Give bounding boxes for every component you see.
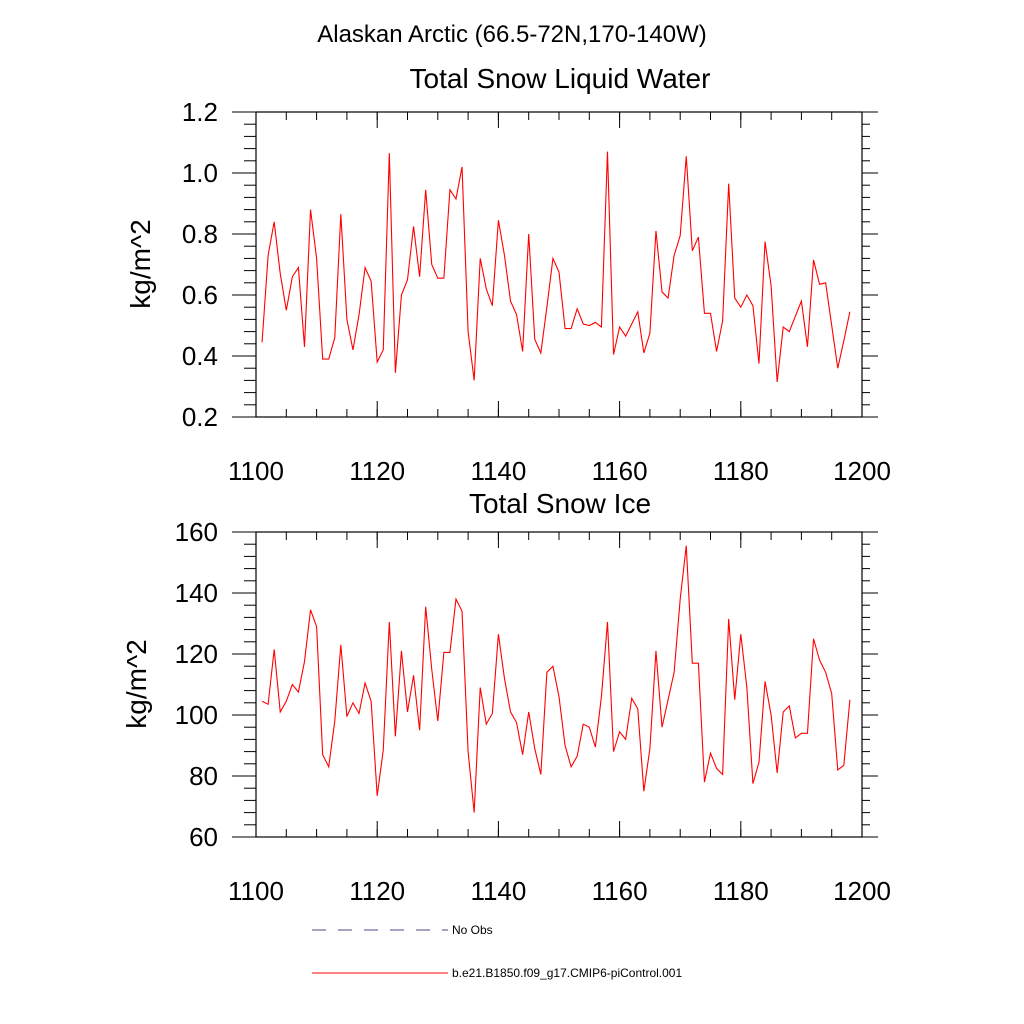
y-tick-label: 160 [175,517,218,547]
tick-marks [232,531,878,838]
y-tick-label: 0.4 [182,341,218,371]
y-axis-label: kg/m^2 [121,639,152,728]
plot-frame [255,531,863,838]
x-tick-label: 1180 [713,456,769,486]
panel-title: Total Snow Liquid Water [410,63,711,94]
y-tick-label: 0.8 [182,219,218,249]
y-tick-label: 60 [189,822,218,852]
x-tick-label: 1140 [470,456,526,486]
y-tick-label: 120 [175,639,218,669]
legend: No Obs b.e21.B1850.f09_g17.CMIP6-piContr… [312,923,682,980]
plot-frame [255,111,863,418]
tick-labels: 1100 1120 1140 1160 1180 1200 0.2 0.4 0.6 0.8 1.0 1… [182,97,891,486]
panel-snow-ice: Total Snow Ice 1100 1120 1140 1160 1180 1200 6… [121,488,891,906]
x-tick-label: 1200 [833,456,891,486]
x-tick-label: 1160 [592,456,648,486]
x-tick-label: 1120 [349,456,405,486]
x-tick-label: 1140 [470,876,526,906]
y-tick-label: 1.0 [182,158,218,188]
y-tick-label: 0.6 [182,280,218,310]
series-group [261,545,851,813]
y-tick-label: 80 [189,761,218,791]
panel-snow-liquid-water: Total Snow Liquid Water 1100 1120 1140 1160… [125,63,891,486]
x-tick-label: 1160 [592,876,648,906]
tick-labels: 1100 1120 1140 1160 1180 1200 60 80 100 120 140 160 [175,517,891,906]
panel-title: Total Snow Ice [469,488,651,519]
x-tick-label: 1120 [349,876,405,906]
y-tick-label: 140 [175,578,218,608]
y-axis-label: kg/m^2 [125,219,156,308]
x-tick-label: 1200 [833,876,891,906]
figure-title: Alaskan Arctic (66.5-72N,170-140W) [317,21,707,48]
series-line-piControl [261,151,851,382]
legend-label-no-obs: No Obs [452,923,493,937]
y-tick-label: 100 [175,700,218,730]
x-tick-label: 1100 [228,456,284,486]
y-tick-label: 1.2 [182,97,218,127]
series-group [261,151,851,382]
series-line-piControl [261,545,851,813]
x-tick-label: 1180 [713,876,769,906]
tick-marks [232,111,878,418]
x-tick-label: 1100 [228,876,284,906]
legend-label-model: b.e21.B1850.f09_g17.CMIP6-piControl.001 [452,966,682,980]
y-tick-label: 0.2 [182,402,218,432]
